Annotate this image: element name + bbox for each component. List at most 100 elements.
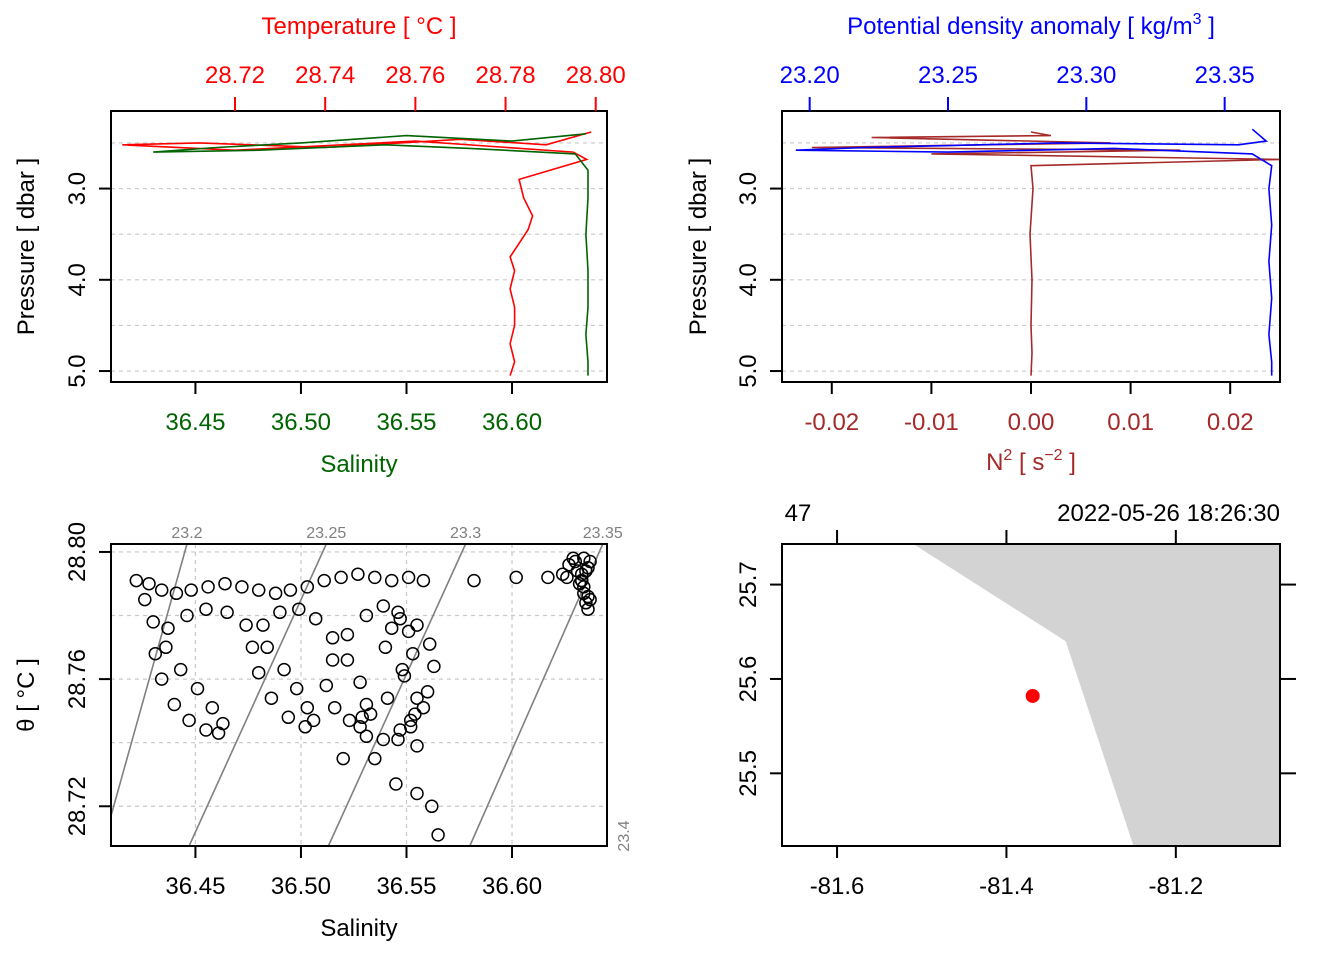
ts-point	[378, 640, 393, 655]
ts-point	[289, 681, 304, 696]
y-axis-title: Pressure [ dbar ]	[13, 158, 40, 335]
x-tick-label: 0.01	[1107, 409, 1154, 436]
ts-point	[342, 713, 357, 728]
x-tick-label: 36.50	[271, 409, 331, 436]
top-tick-label: 28.76	[385, 62, 445, 89]
ts-point	[431, 828, 445, 842]
ts-point	[391, 605, 405, 620]
ts-point	[376, 599, 391, 613]
ts-point	[154, 583, 169, 597]
ts-point	[566, 551, 580, 566]
ts-point	[300, 580, 315, 594]
ts-point	[368, 751, 382, 766]
ts-point	[336, 751, 350, 766]
x-tick-label: 36.55	[376, 409, 436, 436]
y-tick-label: 3.0	[735, 172, 762, 205]
x-axis-title: Salinity	[320, 915, 397, 942]
ts-point	[180, 608, 194, 623]
ts-point	[129, 573, 144, 588]
ts-point	[184, 583, 198, 597]
ts-point	[363, 707, 378, 721]
ts-point	[395, 662, 410, 677]
x-tick-label: 36.60	[482, 873, 542, 900]
ts-point	[169, 586, 184, 601]
top-tick-label: 23.35	[1195, 62, 1255, 89]
y-tick-label: 28.80	[64, 522, 91, 582]
ts-point	[579, 596, 593, 610]
ts-point	[353, 720, 367, 734]
top-tick-label: 28.78	[476, 62, 536, 89]
ts-point	[277, 662, 291, 677]
ts-point	[384, 621, 399, 635]
isopycnal-label: 23.4	[616, 820, 633, 851]
top-axis-title: Potential density anomaly [ kg/m3 ]	[847, 11, 1215, 40]
y-tick-label: 4.0	[735, 263, 762, 296]
isopycnal-label: 23.2	[171, 525, 202, 542]
isopycnal-line	[111, 544, 188, 819]
x-tick-label: 36.45	[165, 873, 225, 900]
ts-point	[154, 672, 169, 686]
ts-point	[260, 640, 274, 655]
y-tick-label: 25.6	[735, 656, 762, 703]
station-time-label: 2022-05-26 18:26:30	[1057, 500, 1280, 527]
isopycnal-line	[188, 544, 328, 846]
station-id-label: 47	[785, 500, 812, 527]
title-end: ]	[1202, 13, 1215, 40]
ts-point	[410, 786, 424, 801]
ts-point	[410, 691, 424, 705]
panel-ts-diagram: 23.2 23.25 23.3 23.35 23.4 36.45 36.50 36.55 36.…	[13, 522, 744, 942]
y-tick-label: 5.0	[64, 354, 91, 387]
ts-point	[403, 720, 418, 734]
ts-point	[199, 723, 213, 737]
ts-point	[583, 592, 597, 607]
x-tick-label: 36.55	[376, 873, 436, 900]
ts-point	[467, 573, 481, 588]
superscript: 3	[1193, 11, 1202, 28]
isopycnal-line	[611, 544, 744, 846]
ts-point	[281, 710, 296, 725]
ts-point	[427, 659, 441, 674]
isopycnal-line	[327, 544, 467, 846]
x-tick-label: 0.00	[1008, 409, 1055, 436]
ts-point	[317, 573, 331, 588]
ts-point	[292, 602, 306, 616]
series-n2-line	[811, 131, 1281, 376]
superscript: −2	[1044, 447, 1062, 464]
y-axis-title: Pressure [ dbar ]	[685, 158, 712, 335]
ts-point	[581, 589, 595, 604]
x-tick-label: -0.02	[804, 409, 859, 436]
isopycnal-label: 23.25	[306, 525, 346, 542]
ts-point	[384, 573, 399, 588]
plot-frame	[110, 110, 608, 383]
y-tick-label: 3.0	[64, 172, 91, 205]
title-end: ]	[1063, 449, 1076, 476]
ts-point	[380, 691, 395, 705]
ts-point	[273, 605, 287, 620]
isopycnal-label: 23.35	[583, 525, 623, 542]
ts-point	[268, 586, 283, 601]
ts-point	[325, 631, 340, 645]
ts-point	[555, 567, 570, 581]
ts-point	[256, 618, 270, 632]
ts-point	[220, 605, 234, 620]
top-tick-label: 23.25	[918, 62, 978, 89]
ts-point	[355, 710, 369, 725]
ts-point	[376, 732, 391, 747]
ts-point	[319, 678, 334, 693]
ts-point	[389, 777, 403, 791]
ts-point	[572, 576, 587, 591]
ts-point	[201, 580, 215, 594]
ts-point	[403, 713, 418, 728]
x-tick-label: 0.02	[1207, 409, 1254, 436]
y-tick-label: 25.7	[735, 561, 762, 608]
ts-point	[410, 618, 424, 632]
ts-point	[235, 580, 249, 594]
plot-frame	[110, 543, 608, 847]
y-tick-label: 28.76	[64, 649, 91, 709]
isopycnal-label: 23.3	[450, 525, 481, 542]
ts-point	[340, 653, 355, 667]
x-tick-label: -0.01	[904, 409, 959, 436]
x-tick-label: 36.45	[165, 409, 225, 436]
ts-point	[283, 583, 298, 597]
ts-point	[167, 697, 182, 712]
